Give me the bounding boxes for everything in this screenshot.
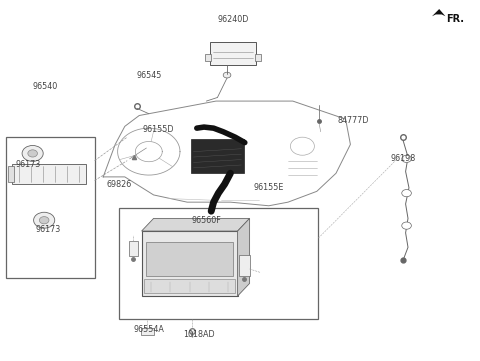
- Bar: [141, 328, 154, 335]
- Text: 69826: 69826: [107, 180, 132, 188]
- Text: 96155D: 96155D: [143, 126, 174, 134]
- Text: 84777D: 84777D: [337, 117, 369, 125]
- Text: 96560F: 96560F: [192, 216, 221, 225]
- Bar: [8, 166, 14, 182]
- Text: 96198: 96198: [391, 155, 416, 163]
- Polygon shape: [142, 218, 250, 231]
- Text: 96240D: 96240D: [217, 16, 249, 24]
- Text: 96173: 96173: [36, 225, 60, 234]
- Bar: [129, 241, 138, 256]
- Circle shape: [28, 150, 37, 157]
- Text: 96545: 96545: [136, 71, 161, 80]
- Text: 96554A: 96554A: [133, 325, 164, 334]
- Polygon shape: [432, 9, 445, 16]
- Text: 96155E: 96155E: [253, 183, 284, 192]
- Bar: [205, 54, 211, 61]
- Bar: [6, 137, 95, 278]
- Polygon shape: [238, 218, 250, 296]
- Bar: [210, 42, 256, 65]
- Text: 96540: 96540: [33, 82, 58, 91]
- Bar: [146, 242, 233, 276]
- Circle shape: [402, 222, 411, 229]
- Circle shape: [402, 155, 411, 162]
- Bar: [12, 164, 86, 184]
- Circle shape: [402, 190, 411, 197]
- Circle shape: [34, 212, 55, 228]
- Circle shape: [223, 72, 231, 78]
- Text: FR.: FR.: [446, 14, 465, 25]
- Circle shape: [22, 145, 43, 161]
- Bar: [255, 54, 261, 61]
- Bar: [142, 231, 238, 296]
- Bar: [191, 139, 244, 173]
- Bar: [119, 208, 318, 319]
- Circle shape: [39, 217, 49, 224]
- Bar: [239, 255, 250, 276]
- Text: 96173: 96173: [15, 160, 40, 169]
- Bar: [144, 279, 235, 293]
- Text: 1018AD: 1018AD: [183, 330, 215, 339]
